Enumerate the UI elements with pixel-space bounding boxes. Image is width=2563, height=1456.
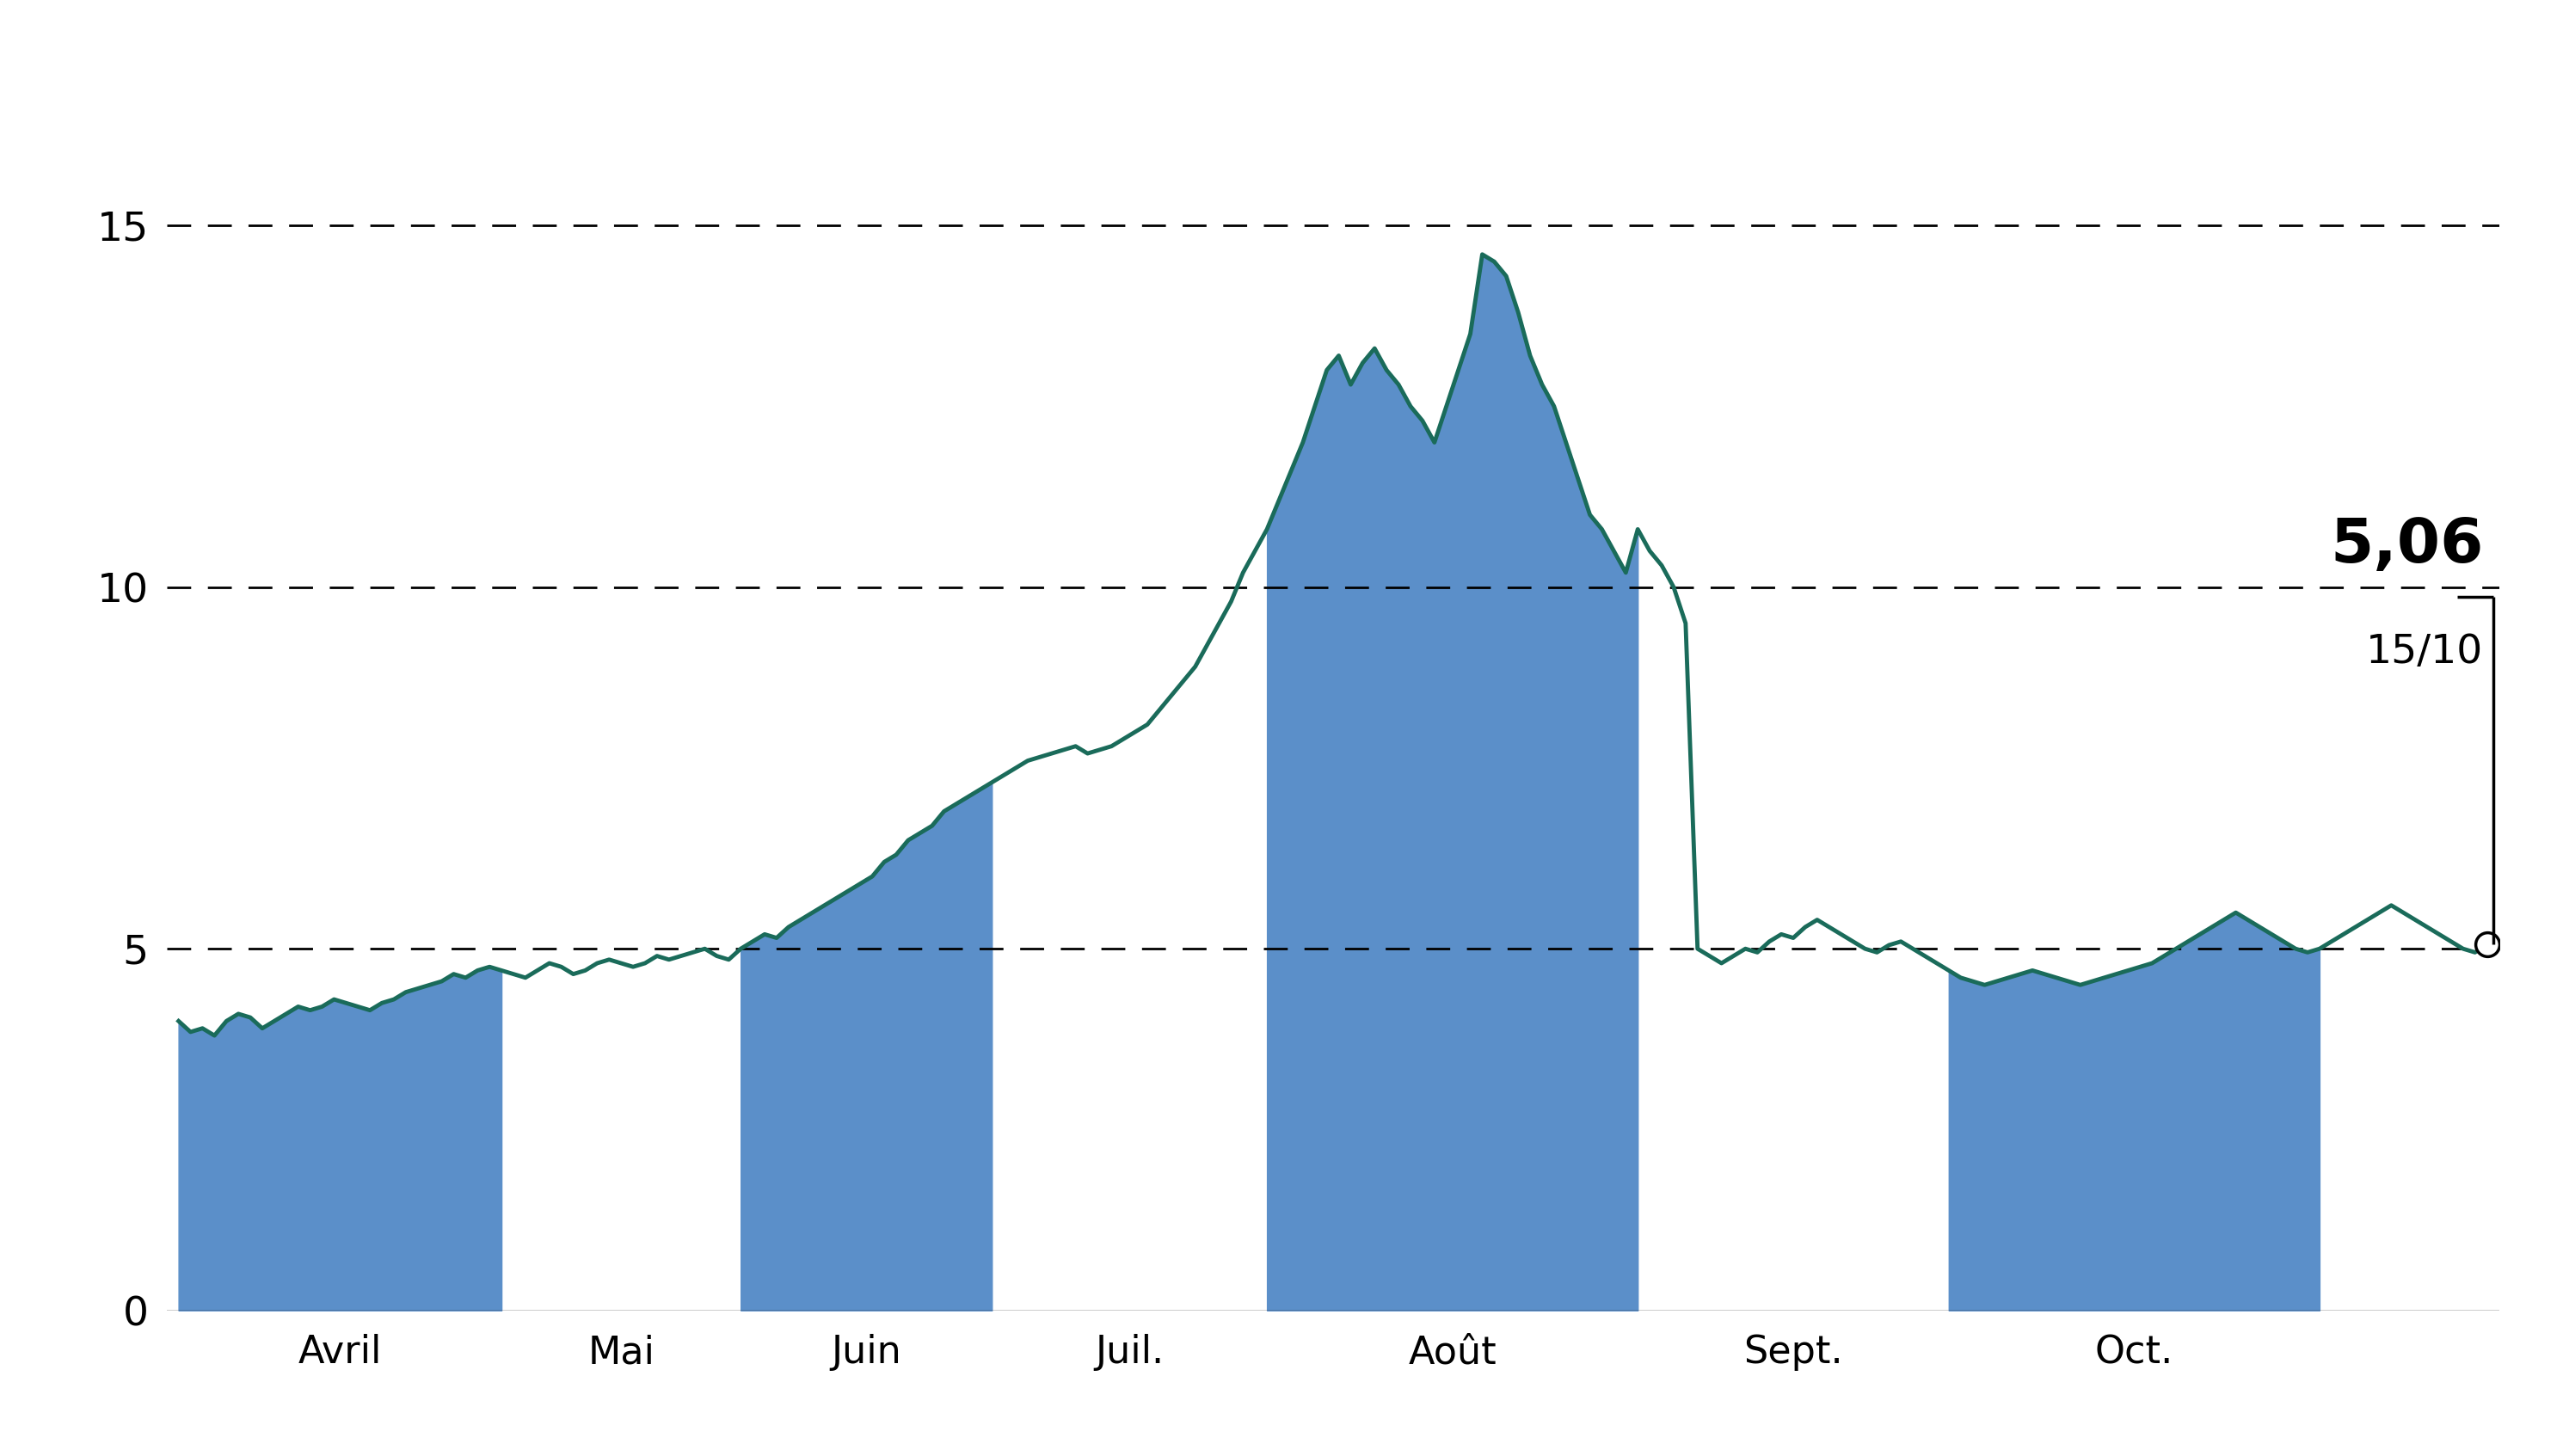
Text: 15/10: 15/10 — [2366, 633, 2484, 673]
Text: Jumia Technologies AG: Jumia Technologies AG — [733, 42, 1830, 125]
Text: 5,06: 5,06 — [2330, 517, 2484, 575]
